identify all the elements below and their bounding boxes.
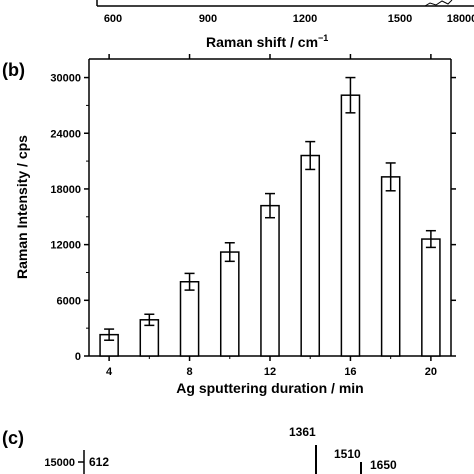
panel-a-xtick-label: 600 — [104, 13, 122, 25]
peak-label-1510: 1510 — [334, 447, 361, 461]
panel-b: (b) Raman Intensity / cps Ag sputtering … — [2, 54, 456, 396]
y-tick-label: 30000 — [50, 73, 81, 85]
bar — [380, 176, 401, 357]
x-tick-label: 4 — [106, 366, 113, 378]
panel-a-x-axis-label: Raman shift / cm−1 — [206, 33, 328, 50]
peak-label-1650: 1650 — [370, 458, 397, 472]
bar-chart: Raman Intensity / cps Ag sputtering dura… — [14, 54, 456, 396]
bar — [300, 154, 321, 357]
bar — [179, 281, 200, 357]
y-tick-label: 18000 — [50, 184, 81, 196]
bar — [260, 204, 280, 357]
bar — [340, 94, 361, 357]
panel-a-xtick-label: 1200 — [293, 13, 317, 25]
y-tick-label: 6000 — [57, 295, 81, 307]
x-tick-label: 16 — [344, 366, 356, 378]
x-axis-label: Ag sputtering duration / min — [176, 380, 363, 396]
panel-a-xtick-label: 18000 — [447, 13, 474, 25]
y-axis-label: Raman Intensity / cps — [14, 135, 30, 279]
bar — [421, 238, 441, 357]
panel-a: 600 900 1200 1500 18000 Raman shift / cm… — [96, 0, 474, 50]
x-tick-label: 8 — [186, 366, 192, 378]
peak-label-1361: 1361 — [289, 425, 316, 439]
y-tick-label: 24000 — [50, 128, 81, 140]
x-tick-label: 20 — [425, 366, 437, 378]
bar — [219, 251, 240, 357]
panel-c: (c) 15000 612 1361 1510 1650 — [2, 425, 397, 474]
panel-c-ytick-label: 15000 — [44, 457, 75, 469]
x-tick-label: 12 — [264, 366, 276, 378]
peak-label-612: 612 — [89, 455, 109, 469]
panel-b-label: (b) — [2, 60, 25, 80]
panel-a-xtick-label: 1500 — [388, 13, 412, 25]
panel-a-spectrum-tail — [424, 0, 453, 7]
y-tick-label: 12000 — [50, 240, 81, 252]
panel-c-label: (c) — [2, 428, 24, 448]
panel-a-xtick-label: 900 — [199, 13, 217, 25]
y-tick-label: 0 — [75, 351, 81, 363]
